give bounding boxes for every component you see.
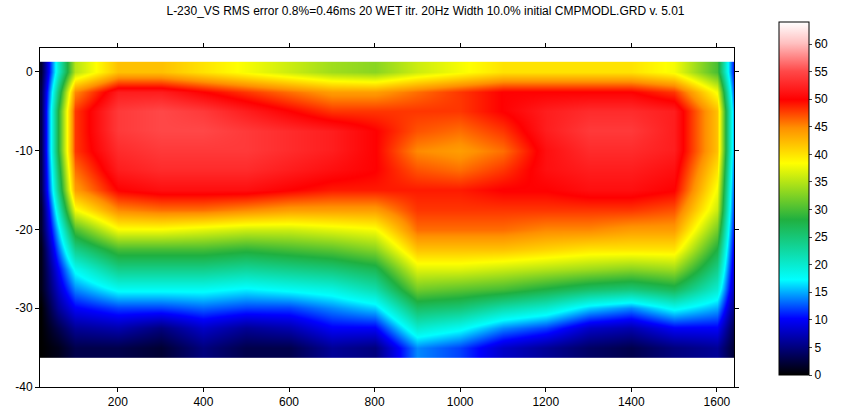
svg-text:25: 25: [814, 230, 828, 244]
svg-text:30: 30: [814, 203, 828, 217]
svg-text:1200: 1200: [532, 395, 559, 409]
svg-text:55: 55: [814, 65, 828, 79]
svg-text:20: 20: [814, 258, 828, 272]
svg-text:1000: 1000: [447, 395, 474, 409]
svg-text:200: 200: [108, 395, 128, 409]
svg-text:1400: 1400: [618, 395, 645, 409]
svg-text:50: 50: [814, 92, 828, 106]
svg-text:-40: -40: [15, 380, 33, 394]
svg-text:L-230_VS RMS error 0.8%=0.46ms: L-230_VS RMS error 0.8%=0.46ms 20 WET it…: [166, 4, 684, 18]
svg-text:15: 15: [814, 285, 828, 299]
svg-text:45: 45: [814, 120, 828, 134]
svg-text:5: 5: [814, 341, 821, 355]
svg-text:10: 10: [814, 313, 828, 327]
svg-text:40: 40: [814, 148, 828, 162]
svg-text:-20: -20: [15, 223, 33, 237]
svg-text:0: 0: [814, 368, 821, 382]
svg-text:600: 600: [279, 395, 299, 409]
svg-text:-30: -30: [15, 301, 33, 315]
svg-text:60: 60: [814, 37, 828, 51]
svg-text:35: 35: [814, 175, 828, 189]
svg-text:-10: -10: [15, 144, 33, 158]
svg-text:1600: 1600: [704, 395, 731, 409]
svg-text:800: 800: [365, 395, 385, 409]
svg-text:400: 400: [193, 395, 213, 409]
svg-text:0: 0: [26, 65, 33, 79]
